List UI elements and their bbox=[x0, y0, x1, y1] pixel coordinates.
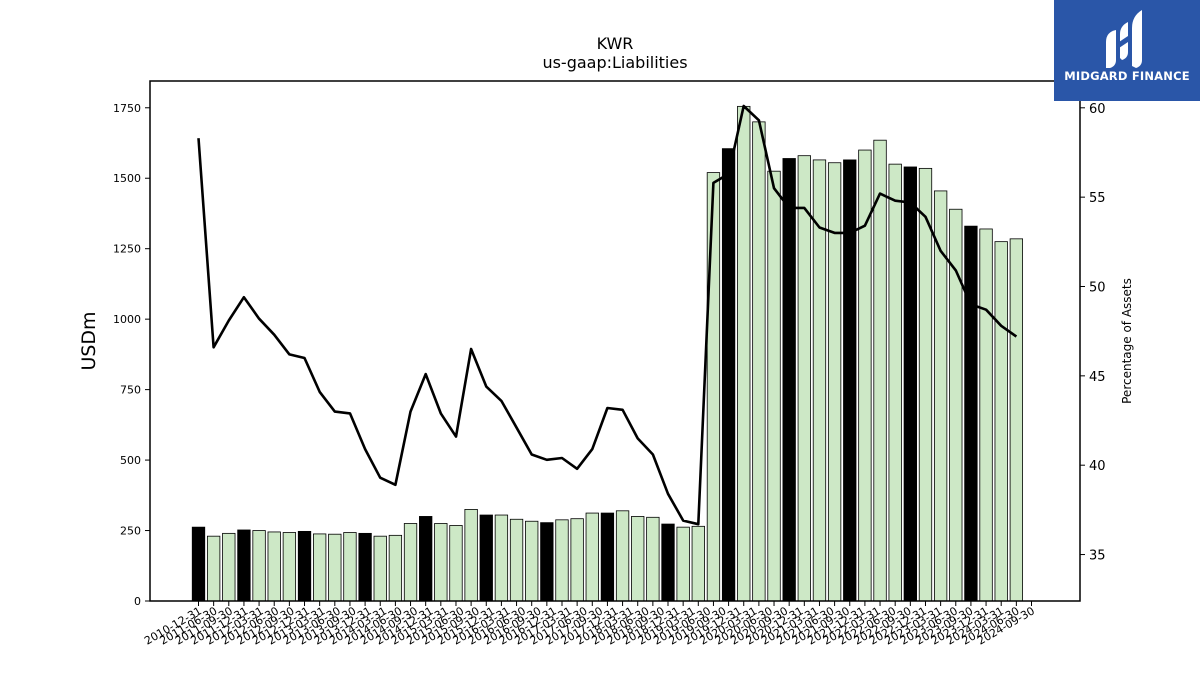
midgard-logo: MIDGARD FINANCE bbox=[1054, 0, 1200, 101]
bar bbox=[373, 535, 387, 602]
y2-tick-label: 35 bbox=[1089, 549, 1106, 564]
bar bbox=[282, 532, 297, 602]
bar bbox=[691, 525, 705, 602]
brand-name: MIDGARD FINANCE bbox=[1064, 69, 1190, 83]
bar bbox=[267, 531, 281, 602]
bar bbox=[297, 530, 312, 602]
bar bbox=[434, 523, 448, 602]
pct-assets-line bbox=[197, 104, 1018, 526]
bar bbox=[964, 225, 978, 602]
bar bbox=[903, 166, 917, 602]
y2-axis-label: Percentage of Assets bbox=[1120, 278, 1134, 404]
bar bbox=[1009, 238, 1024, 602]
y2-tick-label: 40 bbox=[1089, 459, 1106, 474]
bar bbox=[313, 533, 327, 602]
bar bbox=[570, 518, 584, 602]
bar bbox=[767, 170, 781, 602]
bar bbox=[949, 208, 963, 602]
bar bbox=[615, 510, 630, 602]
y-tick-label: 1750 bbox=[113, 102, 141, 115]
line-series bbox=[197, 104, 1018, 526]
y-tick-label: 1000 bbox=[113, 313, 141, 326]
bar bbox=[494, 514, 509, 602]
y2-tick-label: 55 bbox=[1089, 191, 1106, 206]
bar bbox=[555, 519, 569, 602]
bar bbox=[358, 532, 372, 602]
bar bbox=[449, 525, 463, 602]
bar-series bbox=[191, 105, 1024, 602]
bar bbox=[509, 518, 524, 602]
bar bbox=[237, 529, 251, 602]
bar bbox=[525, 520, 539, 602]
bar bbox=[419, 516, 433, 602]
bar bbox=[191, 526, 206, 602]
bar bbox=[706, 172, 721, 602]
y-tick-label: 250 bbox=[120, 525, 141, 538]
bar bbox=[737, 105, 751, 602]
midgard-logo-icon bbox=[1106, 10, 1142, 68]
y-tick-label: 500 bbox=[120, 454, 141, 467]
bar bbox=[540, 522, 554, 602]
y2-tick-label: 60 bbox=[1089, 102, 1106, 117]
y-tick-label: 1250 bbox=[113, 243, 141, 256]
bar bbox=[994, 241, 1008, 602]
bar bbox=[464, 509, 478, 602]
y-axis-label: USDm bbox=[78, 311, 100, 370]
y-tick-label: 1500 bbox=[113, 172, 141, 185]
y-axis: 0 250 500 750 1000 1250 1500 1750 bbox=[113, 102, 150, 608]
bar bbox=[222, 532, 236, 602]
bar bbox=[631, 516, 645, 602]
x-axis: 2010-12-312011-06-302011-09-302011-12-31… bbox=[142, 601, 1037, 648]
bar bbox=[752, 121, 766, 602]
bar bbox=[843, 159, 857, 602]
plot-area bbox=[149, 80, 1081, 602]
bar bbox=[479, 514, 493, 602]
y2-tick-label: 45 bbox=[1089, 370, 1106, 385]
bar bbox=[252, 530, 266, 602]
bar bbox=[206, 535, 221, 602]
y2-tick-label: 50 bbox=[1089, 280, 1106, 295]
bar bbox=[888, 163, 902, 602]
y-tick-label: 0 bbox=[134, 595, 141, 608]
bar bbox=[585, 512, 599, 602]
bar bbox=[797, 155, 811, 602]
bar bbox=[873, 139, 887, 602]
bar bbox=[403, 523, 418, 602]
chart-title: KWR bbox=[597, 34, 634, 53]
bar bbox=[721, 148, 736, 602]
y2-axis: 35 40 45 50 55 60 bbox=[1080, 102, 1106, 564]
bar bbox=[343, 532, 357, 602]
bar bbox=[388, 534, 403, 602]
y-tick-label: 750 bbox=[120, 384, 141, 397]
bar bbox=[661, 523, 675, 602]
bar bbox=[600, 512, 615, 602]
bar bbox=[918, 167, 933, 602]
bar bbox=[676, 526, 690, 602]
bar bbox=[979, 228, 993, 602]
chart-subtitle: us-gaap:Liabilities bbox=[542, 53, 687, 72]
bar bbox=[782, 158, 796, 602]
bar bbox=[328, 533, 342, 602]
bar bbox=[827, 162, 842, 602]
bar bbox=[646, 516, 660, 602]
